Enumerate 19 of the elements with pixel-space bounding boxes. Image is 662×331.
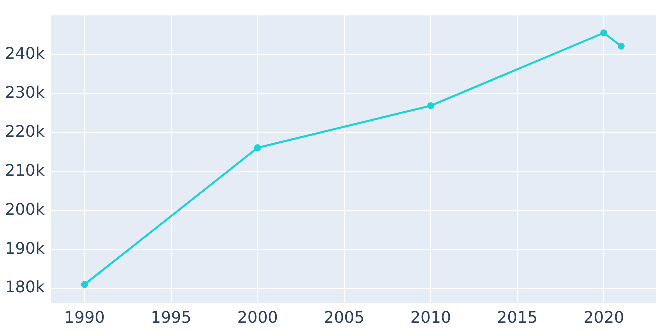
y-tick-label: 230k <box>5 83 46 102</box>
point <box>427 102 434 110</box>
x-tick-label: 2000 <box>238 308 278 327</box>
point <box>81 281 88 288</box>
point <box>254 144 262 152</box>
x-tick-label: 2015 <box>497 308 538 327</box>
y-tick-label: 180k <box>5 278 46 297</box>
x-tick-label: 1995 <box>150 308 192 327</box>
y-tick-label: 210k <box>5 160 46 180</box>
y-tick-label: 220k <box>5 122 46 141</box>
x-tick-label: 2005 <box>324 308 365 327</box>
point <box>618 42 625 50</box>
x-tick-label: 2010 <box>410 308 452 327</box>
x-tick-label: 1990 <box>64 308 106 327</box>
y-tick-label: 190k <box>5 238 46 258</box>
point <box>600 30 608 37</box>
y-tick-label: 240k <box>5 44 46 64</box>
x-tick-label: 2020 <box>584 308 624 327</box>
y-tick-label: 200k <box>5 200 46 219</box>
